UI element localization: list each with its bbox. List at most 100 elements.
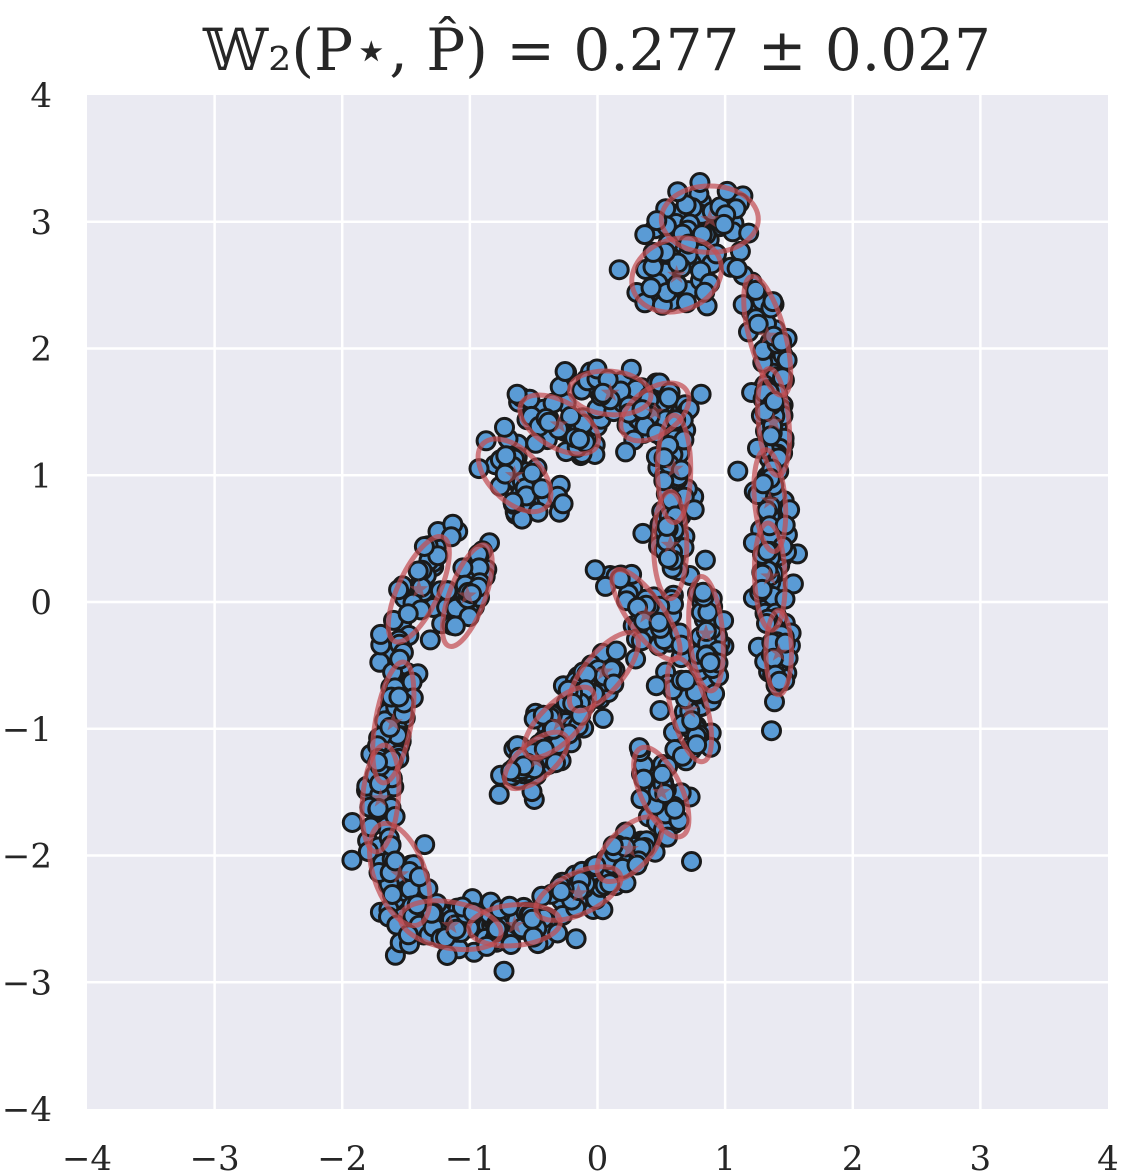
sample-point [388,686,410,708]
sample-point [752,473,774,495]
x-tick-label: 0 [587,1139,609,1176]
sample-point [761,720,782,742]
sample-point [550,881,572,902]
component-center [594,661,614,680]
x-tick-label: −2 [317,1139,367,1176]
sample-point [690,383,712,405]
component-ellipse [439,542,495,649]
component-center [651,782,671,801]
sample-point [664,798,686,820]
y-tick-label: 1 [30,456,52,496]
component-center [636,604,656,623]
y-tick-label: −3 [2,963,52,1003]
component-center [660,535,680,554]
component-ellipse [359,742,402,855]
sample-point [648,611,670,633]
x-tick-label: 1 [714,1139,736,1176]
x-tick-labels: −4 −3 −2 −1 0 1 2 3 4 [62,1139,1119,1176]
sample-point [341,849,363,871]
sample-point [493,960,515,982]
component-center [764,412,784,431]
component-ellipse [385,534,452,645]
sample-point [554,361,576,382]
component-center [568,883,588,902]
sample-point [699,652,721,674]
component-ellipse [763,608,795,698]
component-ellipse [655,412,694,525]
sample-point [649,700,671,721]
sample-point [419,629,441,651]
sample-point [694,549,716,571]
x-tick-label: 2 [842,1139,864,1176]
sample-point [603,673,625,695]
sample-point [615,441,637,463]
component-center [769,642,789,661]
y-tick-label: −4 [2,1090,52,1130]
component-ellipse [618,380,692,444]
component-center [760,490,780,509]
component-ellipse [517,392,602,457]
sample-point [397,603,419,625]
component-center [619,839,639,858]
x-tick-label: −3 [190,1139,240,1176]
x-tick-label: −1 [445,1139,495,1176]
component-center [526,750,546,769]
component-ellipse [658,183,761,255]
component-ellipse [397,898,504,953]
sample-point [592,707,614,729]
sample-point [645,675,667,697]
sample-point [686,734,708,756]
component-center [696,623,716,642]
sample-point [675,669,697,691]
component-center [371,788,390,807]
sample-point [381,884,403,905]
sample-point [584,559,606,581]
sample-point [407,560,429,582]
sample-point [651,763,673,785]
sample-point [444,615,466,637]
chart-title: 𝕎₂(P⋆, P̂) = 0.277 ± 0.027 [202,15,991,84]
component-center [549,414,569,433]
component-center [549,712,569,731]
sample-point [713,213,735,235]
component-center [457,585,477,604]
component-center [664,458,684,477]
component-ellipse [594,814,665,884]
sample-point [632,522,654,544]
component-center [441,915,461,934]
sample-point [747,313,769,335]
component-center [757,325,777,344]
sample-point [760,425,782,447]
y-tick-label: −2 [2,837,52,877]
component-ellipse [533,864,624,923]
x-tick-label: −4 [62,1139,112,1176]
x-tick-label: 3 [970,1139,992,1176]
component-center [505,465,525,484]
component-ellipse [631,744,692,840]
sample-point [608,259,630,281]
component-center [600,382,620,401]
sample-point [727,460,749,482]
sample-point [384,850,406,872]
component-ellipse [367,820,433,929]
component-ellipse [475,436,554,515]
component-ellipse [521,684,597,761]
component-ellipse [751,447,789,555]
sample-point [726,258,748,279]
sample-point [569,428,590,450]
y-tick-label: 3 [30,203,52,243]
y-tick-labels: −4 −3 −2 −1 0 1 2 3 4 [2,76,52,1130]
sample-point [634,224,656,246]
component-center [679,699,699,718]
component-ellipse [502,729,571,792]
sample-point [565,928,587,950]
y-tick-label: −1 [2,710,52,750]
sample-point [495,445,517,467]
component-center [667,265,687,284]
component-center [409,579,429,598]
x-tick-label: 4 [1097,1139,1119,1176]
sample-point [494,416,515,438]
component-ellipse [651,488,690,602]
component-center [700,209,720,228]
